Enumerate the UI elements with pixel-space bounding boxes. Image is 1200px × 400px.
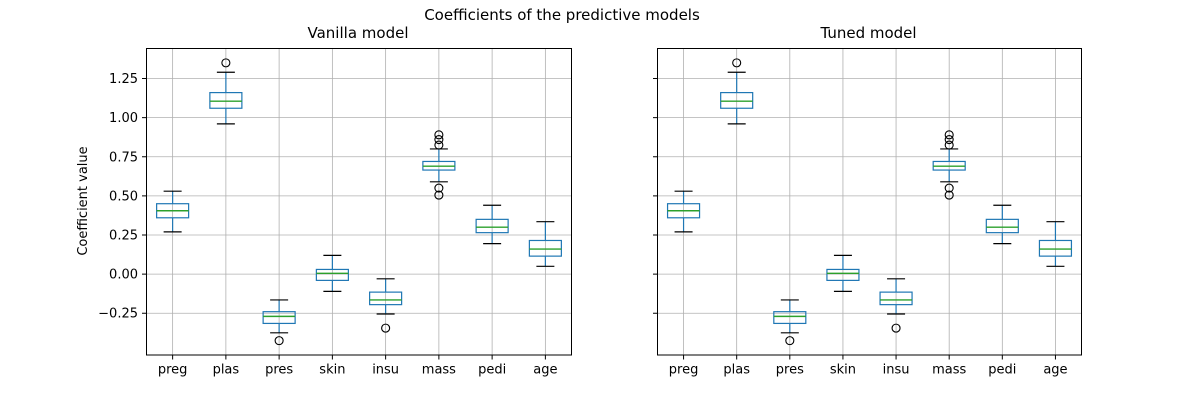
x-tick-label: skin <box>829 362 855 377</box>
boxplot-preg <box>666 190 700 232</box>
x-tick-label: age <box>533 362 557 377</box>
y-tick-label: 1.00 <box>109 111 138 126</box>
box <box>825 268 860 281</box>
box <box>772 310 806 324</box>
axes-frame <box>145 47 572 355</box>
x-tick-label: pres <box>775 362 803 377</box>
boxplot-insu <box>368 277 402 333</box>
boxplot-pedi <box>985 204 1019 244</box>
box <box>878 291 913 305</box>
boxplot-skin <box>315 254 349 292</box>
boxplot-mass <box>932 129 966 200</box>
x-tick-label: mass <box>932 362 966 377</box>
flier-circle <box>433 190 443 200</box>
flier-circle <box>433 129 443 139</box>
x-tick-label: plas <box>212 362 239 377</box>
flier-circle <box>433 134 443 144</box>
x-tick-label: insu <box>372 362 399 377</box>
flier-circle <box>380 323 390 333</box>
boxplot-pres <box>772 298 806 345</box>
tuned-model-axes: preg plas pres skin insu mass pedi age <box>652 47 1082 377</box>
flier-circle <box>944 183 954 193</box>
flier-circle <box>944 129 954 139</box>
box <box>475 218 509 233</box>
vanilla-model-axes: 1.25 1.00 0.75 0.50 0.25 0.00 −0.25 preg plas pre… <box>98 47 572 377</box>
y-tick-label: 0.00 <box>109 267 138 282</box>
flier-circle <box>274 335 284 345</box>
box <box>985 218 1019 233</box>
subplot-title-tuned-model: Tuned model <box>820 24 917 42</box>
boxplot-preg <box>155 190 189 232</box>
boxplot-age <box>528 220 562 267</box>
flier-circle <box>944 139 954 150</box>
x-tick-label: age <box>1043 362 1067 377</box>
boxplot-plas <box>719 57 753 124</box>
boxplot-age <box>1038 220 1072 267</box>
flier-circle <box>891 323 901 333</box>
boxplot-pres <box>262 298 296 345</box>
x-tick-label: pres <box>265 362 293 377</box>
x-tick-label: skin <box>319 362 345 377</box>
x-tick-label: preg <box>668 362 698 377</box>
boxplot-skin <box>825 254 860 292</box>
boxplot-plas <box>208 57 242 124</box>
subplot-title-vanilla-model: Vanilla model <box>307 24 409 42</box>
box <box>208 91 242 109</box>
axes-frame <box>656 47 1082 355</box>
box <box>368 291 402 305</box>
flier-circle <box>784 335 794 345</box>
flier-circle <box>433 183 443 193</box>
x-tick-label: pedi <box>478 362 506 377</box>
box <box>262 310 296 324</box>
y-tick-label: 0.50 <box>109 189 138 204</box>
y-tick-label: −0.25 <box>98 306 138 321</box>
flier-circle <box>944 134 954 144</box>
boxplot-insu <box>878 277 913 333</box>
flier-circle <box>220 57 230 67</box>
x-tick-label: plas <box>723 362 750 377</box>
x-tick-label: pedi <box>988 362 1016 377</box>
figure-title: Coefficients of the predictive models <box>424 6 700 24</box>
box <box>1038 239 1072 257</box>
box <box>719 91 753 109</box>
y-tick-label: 0.75 <box>109 150 138 165</box>
box <box>315 268 349 281</box>
flier-circle <box>433 139 443 150</box>
boxplot-mass <box>421 129 455 200</box>
flier-circle <box>944 190 954 200</box>
y-tick-label: 0.25 <box>109 228 138 243</box>
flier-circle <box>731 57 741 67</box>
boxplot-pedi <box>475 204 509 244</box>
x-tick-label: preg <box>157 362 187 377</box>
x-tick-label: mass <box>421 362 455 377</box>
box <box>528 239 562 257</box>
x-tick-label: insu <box>882 362 909 377</box>
y-axis-label: Coefficient value <box>76 146 91 256</box>
y-tick-label: 1.25 <box>109 72 138 87</box>
